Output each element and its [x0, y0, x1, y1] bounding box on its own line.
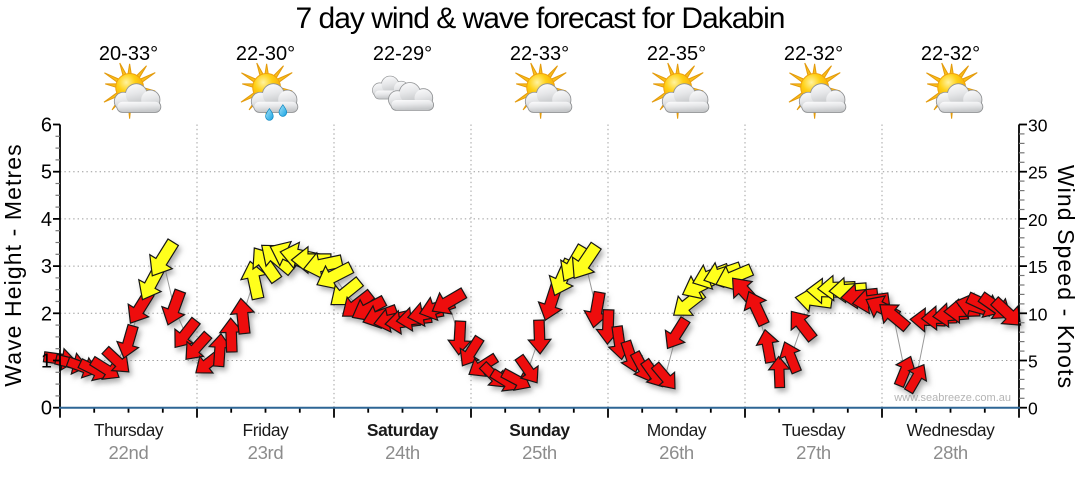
- svg-text:20: 20: [1028, 210, 1048, 230]
- svg-text:Friday: Friday: [243, 420, 290, 440]
- svg-text:Wednesday: Wednesday: [907, 420, 996, 440]
- svg-text:6: 6: [41, 115, 52, 137]
- svg-text:7 day wind & wave forecast for: 7 day wind & wave forecast for Dakabin: [296, 2, 785, 35]
- svg-text:27th: 27th: [796, 442, 831, 463]
- svg-text:Saturday: Saturday: [367, 420, 439, 440]
- svg-text:22-32°: 22-32°: [921, 43, 980, 65]
- svg-text:Wave Height - Metres: Wave Height - Metres: [0, 143, 26, 387]
- svg-text:22-33°: 22-33°: [510, 43, 569, 65]
- svg-text:0: 0: [41, 398, 52, 420]
- svg-text:Thursday: Thursday: [94, 420, 164, 440]
- svg-text:5: 5: [1028, 352, 1038, 372]
- svg-text:1: 1: [41, 351, 52, 373]
- svg-text:0: 0: [1028, 399, 1038, 419]
- svg-text:25th: 25th: [522, 442, 557, 463]
- svg-text:25: 25: [1028, 163, 1047, 183]
- svg-text:30: 30: [1028, 116, 1048, 136]
- svg-text:15: 15: [1028, 257, 1047, 277]
- svg-text:2: 2: [41, 303, 52, 325]
- svg-text:28th: 28th: [933, 442, 968, 463]
- svg-text:22nd: 22nd: [109, 442, 149, 463]
- svg-text:Monday: Monday: [647, 420, 707, 440]
- svg-text:4: 4: [41, 209, 52, 231]
- svg-text:26th: 26th: [659, 442, 694, 463]
- svg-text:Wind Speed - Knots: Wind Speed - Knots: [1053, 165, 1079, 389]
- svg-text:22-32°: 22-32°: [784, 43, 843, 65]
- svg-text:20-33°: 20-33°: [99, 43, 158, 65]
- svg-text:www.seabreeze.com.au: www.seabreeze.com.au: [893, 392, 1011, 404]
- svg-text:22-30°: 22-30°: [236, 43, 295, 65]
- svg-text:22-29°: 22-29°: [373, 43, 432, 65]
- svg-text:10: 10: [1028, 304, 1048, 324]
- svg-text:5: 5: [41, 162, 52, 184]
- svg-text:24th: 24th: [385, 442, 420, 463]
- svg-text:3: 3: [41, 256, 52, 278]
- svg-text:Tuesday: Tuesday: [782, 420, 846, 440]
- svg-text:22-35°: 22-35°: [647, 43, 706, 65]
- svg-text:23rd: 23rd: [248, 442, 284, 463]
- svg-text:Sunday: Sunday: [509, 420, 570, 440]
